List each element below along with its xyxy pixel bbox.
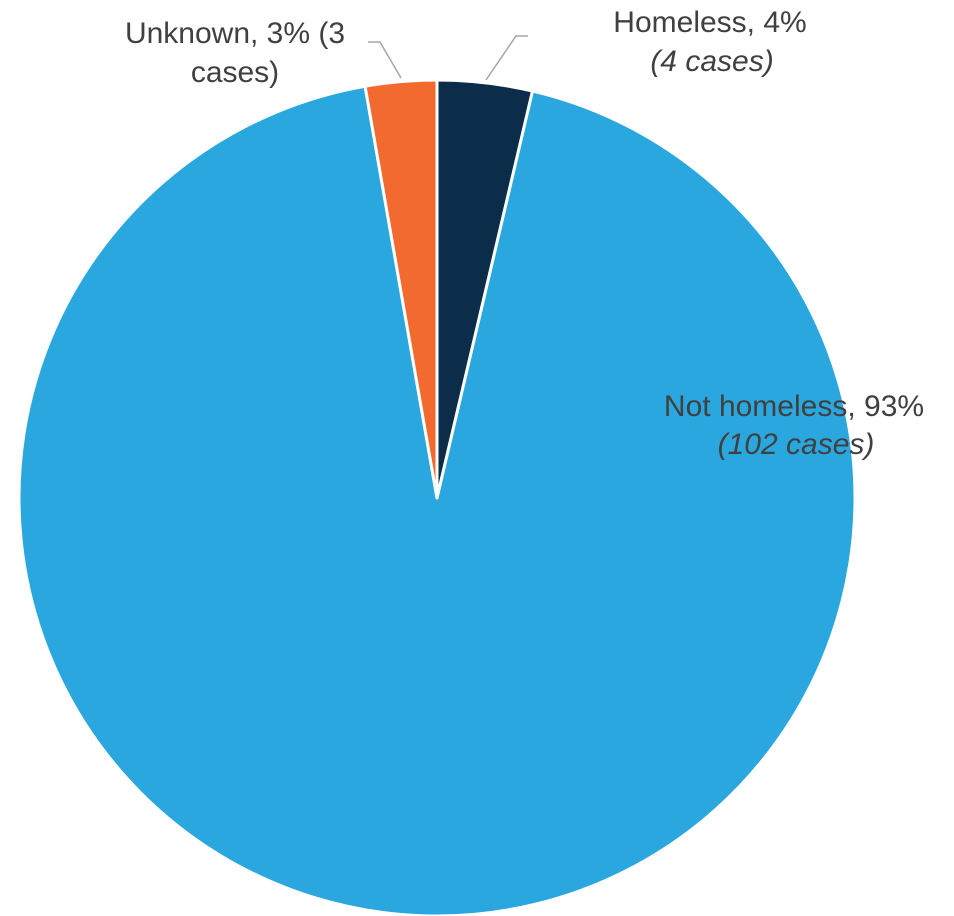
slice-label-not-homeless: Not homeless, 93%	[664, 390, 924, 423]
slice-sublabel-unknown: cases)	[191, 56, 279, 89]
leader-line-homeless	[485, 35, 528, 81]
pie-slices	[17, 78, 857, 916]
leader-line-unknown	[368, 41, 402, 79]
pie-slice-unknown	[363, 78, 439, 500]
slice-sublabel-homeless: (4 cases)	[650, 45, 773, 78]
slice-sublabel-not-homeless: (102 cases)	[718, 428, 875, 461]
slice-label-homeless: Homeless, 4%	[613, 6, 806, 39]
slice-label-unknown: Unknown, 3% (3	[125, 17, 345, 50]
